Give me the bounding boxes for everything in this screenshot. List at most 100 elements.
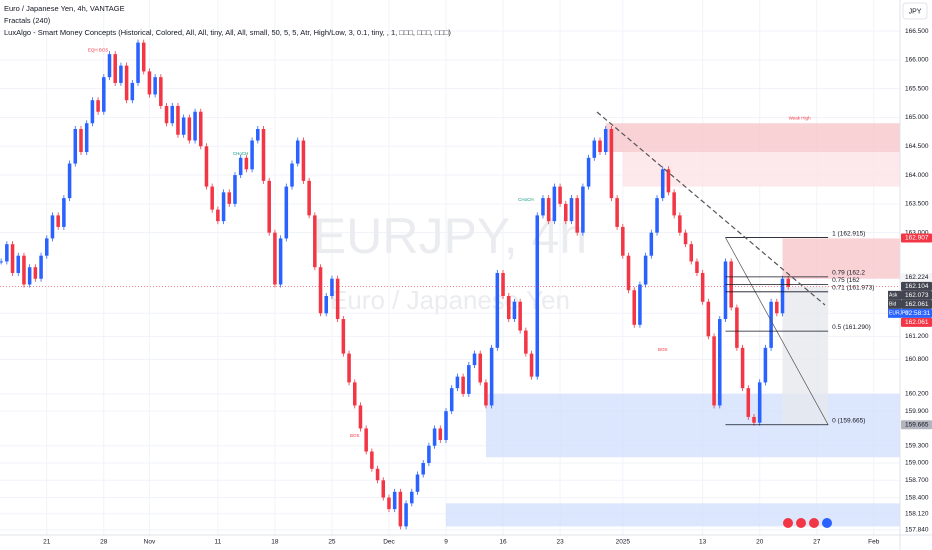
- x-tick-label: 13: [699, 539, 707, 546]
- price-tag-name-bg: [888, 308, 901, 318]
- candle: [79, 128, 83, 153]
- candles: [0, 39, 790, 530]
- candle: [598, 140, 602, 153]
- y-tick-label: 160.200: [905, 391, 929, 398]
- candle: [381, 480, 386, 498]
- currency-button[interactable]: [902, 2, 928, 20]
- axes: 166.500 166.000 165.500 165.000 164.500 164.0…: [43, 28, 932, 546]
- candle: [273, 232, 277, 285]
- candle: [290, 163, 294, 187]
- candle: [250, 140, 254, 170]
- candle: [410, 491, 414, 504]
- candle: [415, 474, 420, 492]
- candle: [352, 382, 357, 406]
- candle: [256, 128, 260, 141]
- candle: [501, 272, 505, 297]
- y-tick-label: 159.300: [905, 442, 929, 449]
- currency-label[interactable]: JPY: [909, 8, 922, 15]
- candle: [73, 128, 78, 164]
- annotation: CHoCH: [518, 197, 534, 202]
- candle: [529, 353, 534, 377]
- candle: [67, 163, 72, 199]
- candle: [586, 157, 591, 187]
- candle: [27, 267, 32, 285]
- y-tick-label: 158.120: [905, 510, 929, 517]
- price-tag-value: 159.665: [905, 421, 929, 428]
- candle: [472, 353, 477, 366]
- candle: [233, 175, 237, 204]
- icon[interactable]: [822, 518, 832, 528]
- candle: [740, 347, 745, 389]
- y-tick-label: 157.840: [905, 527, 929, 534]
- fib-label: 0.5 (161.290): [832, 324, 871, 331]
- price-tag: [901, 281, 932, 291]
- candle: [330, 278, 334, 297]
- y-tick-label: 164.000: [905, 172, 929, 179]
- candle: [678, 215, 682, 233]
- y-tick-label: 166.500: [905, 28, 929, 35]
- trend-line: [596, 111, 826, 306]
- candle: [22, 255, 26, 285]
- candle: [107, 54, 112, 78]
- candle: [159, 77, 163, 106]
- candle: [655, 198, 659, 233]
- candle: [455, 376, 460, 389]
- icon[interactable]: [796, 518, 806, 528]
- x-tick-label: 27: [813, 539, 821, 546]
- candle: [683, 232, 688, 245]
- candle: [147, 71, 152, 95]
- candle: [712, 336, 716, 406]
- candle: [603, 128, 608, 153]
- candle: [398, 491, 403, 527]
- y-tick-label: 159.900: [905, 408, 929, 415]
- y-tick-label: 163.000: [905, 229, 929, 236]
- candle: [512, 301, 517, 320]
- price-tag: [901, 272, 932, 282]
- candle: [10, 244, 15, 273]
- candle: [45, 238, 49, 256]
- candle: [467, 365, 471, 394]
- candle: [506, 296, 511, 320]
- annotation: BOS: [350, 433, 360, 438]
- candle: [335, 278, 340, 320]
- price-tag: [901, 233, 932, 243]
- candle: [695, 261, 699, 273]
- candle: [90, 100, 95, 124]
- candle: [278, 238, 283, 285]
- candle: [307, 180, 311, 216]
- candle: [324, 296, 329, 314]
- candle: [752, 416, 756, 423]
- price-tag-name: Ask: [889, 293, 898, 299]
- candle: [427, 445, 431, 464]
- candle: [198, 111, 203, 147]
- fib-label: 0.71 (161.973): [832, 285, 874, 292]
- icon[interactable]: [809, 518, 819, 528]
- candle: [769, 301, 773, 348]
- price-tag-value: 162.907: [905, 235, 929, 242]
- fib-label: 0.75 (162: [832, 277, 860, 284]
- icon[interactable]: [783, 518, 793, 528]
- candle: [489, 347, 494, 406]
- price-tag: [901, 317, 932, 327]
- candle: [518, 301, 522, 331]
- candle: [575, 198, 579, 233]
- candle: [370, 451, 374, 469]
- candle: [689, 244, 694, 262]
- x-tick-label: 28: [100, 539, 108, 546]
- candle: [495, 272, 500, 348]
- chart-title: Euro / Japanese Yen, 4h, VANTAGE: [4, 4, 125, 13]
- x-tick-label: 18: [271, 539, 279, 546]
- candle: [546, 198, 551, 222]
- candle: [421, 463, 425, 475]
- candle: [564, 203, 568, 222]
- x-tick-label: 16: [499, 539, 507, 546]
- candle: [16, 255, 21, 273]
- y-tick-label: 158.400: [905, 494, 929, 501]
- candle: [141, 42, 146, 72]
- candle: [313, 215, 317, 268]
- candle: [96, 100, 100, 112]
- price-tag-value: 162.061: [905, 301, 929, 308]
- candle: [649, 232, 654, 256]
